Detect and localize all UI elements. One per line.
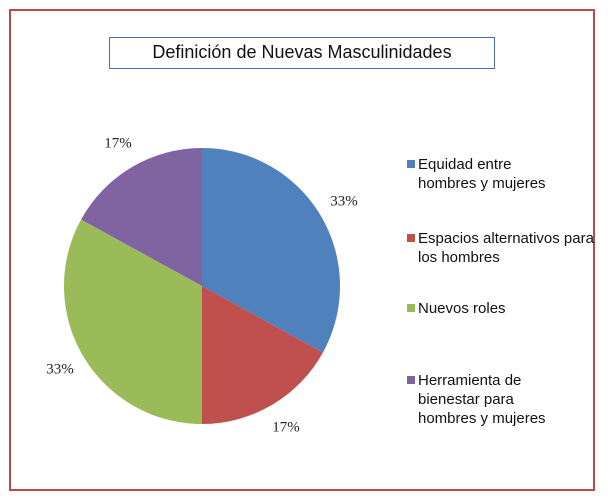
- legend-swatch: [407, 304, 415, 312]
- data-label: 17%: [272, 419, 300, 435]
- chart-title: Definición de Nuevas Masculinidades: [109, 37, 495, 69]
- data-label: 33%: [46, 361, 74, 377]
- data-label: 33%: [330, 193, 358, 209]
- data-label: 17%: [104, 135, 132, 151]
- legend-label: Herramienta de bienestar para hombres y …: [418, 372, 546, 427]
- legend-swatch: [407, 160, 415, 168]
- legend-label: Espacios alternativos para los hombres: [418, 230, 594, 266]
- chart-frame: [9, 9, 595, 491]
- legend-swatch: [407, 234, 415, 242]
- pie-slice: [202, 286, 323, 424]
- legend-swatch: [407, 376, 415, 384]
- legend-label: Equidad entre hombres y mujeres: [418, 156, 546, 192]
- pie-slice: [81, 148, 202, 286]
- pie-slice: [202, 148, 340, 353]
- pie-slice: [63, 219, 203, 424]
- legend-label: Nuevos roles: [418, 300, 506, 317]
